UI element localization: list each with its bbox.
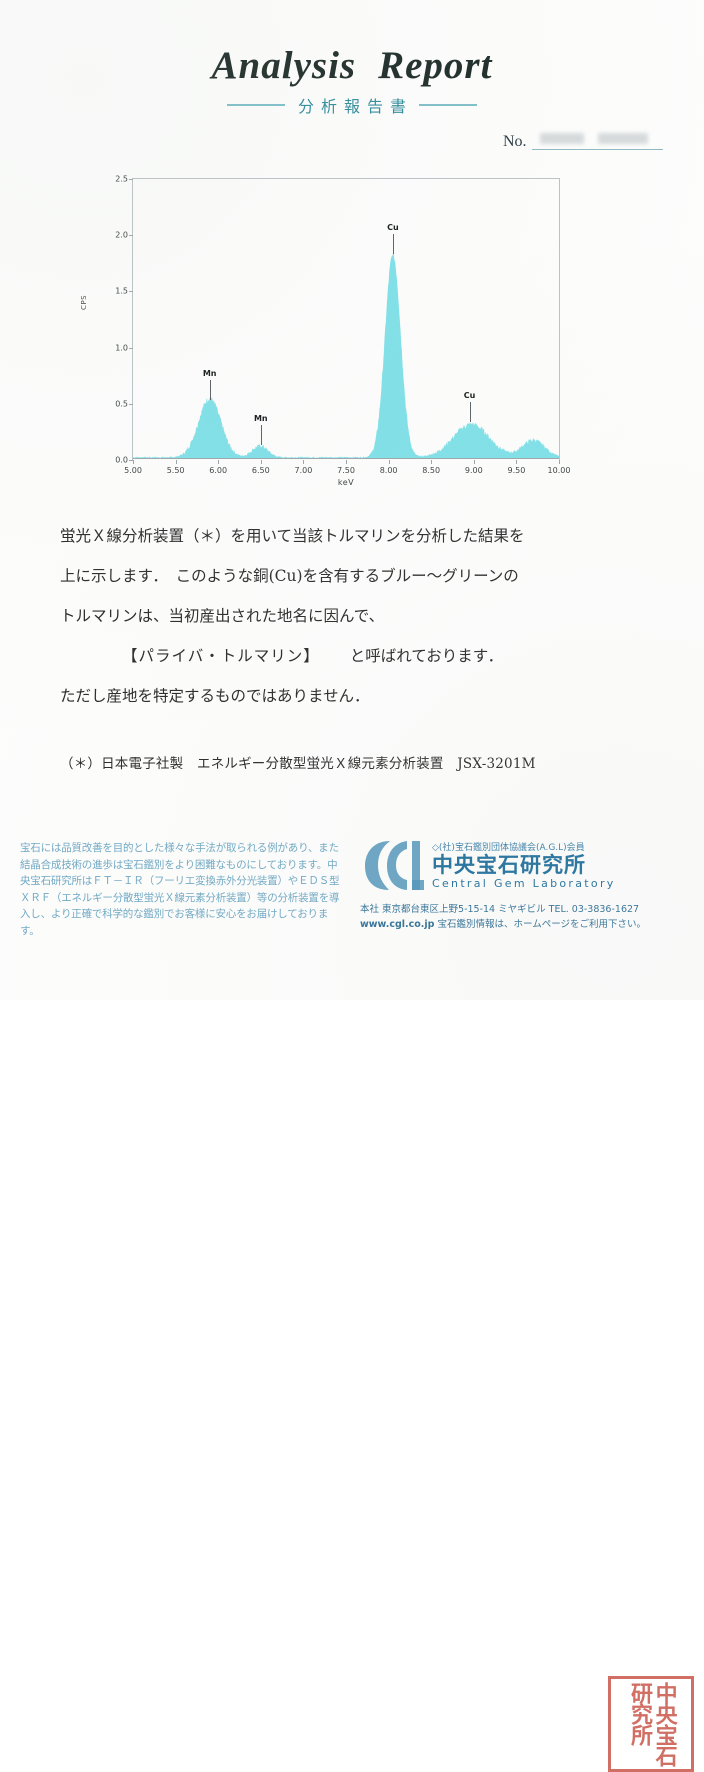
chart-x-tick: 9.00 [464, 466, 483, 475]
chart-y-tickmark [129, 347, 133, 349]
chart-x-axis-label: keV [337, 478, 355, 487]
chart-peak-label: Cu [463, 391, 476, 401]
report-number-value [531, 132, 663, 150]
body-line-2: 上に示します． このような銅(Cu)を含有するブルー〜グリーンの [60, 567, 519, 585]
chart-x-tick: 9.50 [507, 466, 526, 475]
chart-x-tick: 5.00 [124, 466, 142, 475]
body-line-4: 【パライバ・トルマリン】 と呼ばれております． [60, 636, 650, 676]
chart-peak-leader [469, 402, 471, 423]
body-line-3: トルマリンは、当初産出された地名に因んで、 [60, 607, 385, 625]
title-word-report: Report [378, 44, 493, 87]
subtitle-row: 分析報告書 [0, 93, 704, 117]
chart-peak-label: Cu [387, 223, 399, 233]
body-line-5: ただし産地を特定するものではありません． [60, 687, 370, 705]
chart-y-tick: 2.0 [115, 230, 128, 240]
chart-y-tick: 1.5 [115, 286, 128, 296]
report-body: 蛍光Ｘ線分析装置（＊）を用いて当該トルマリンを分析した結果を 上に示します． こ… [60, 516, 650, 716]
subtitle-japanese: 分析報告書 [297, 96, 413, 116]
lab-name-english: Central Gem Laboratory [432, 877, 616, 891]
lab-website-tail: 宝石鑑別情報は、ホームページをご利用下さい。 [437, 919, 647, 930]
cgl-logo-icon [360, 836, 426, 894]
footer-disclaimer: 宝石には品質改善を目的とした様々な手法が取られる例があり、また結晶合成技術の進歩… [20, 842, 340, 937]
subtitle-rule-right [419, 103, 477, 106]
chart-y-tickmark [129, 179, 133, 180]
chart-x-tickmark [388, 460, 390, 464]
body-line-1: 蛍光Ｘ線分析装置（＊）を用いて当該トルマリンを分析した結果を [60, 527, 525, 545]
chart-y-tickmark [129, 460, 133, 461]
chart-x-tickmark [303, 460, 305, 464]
agl-diamond-icon: ◇ [432, 842, 439, 853]
lab-website[interactable]: www.cgl.co.jp [360, 919, 435, 930]
chart-x-tick: 5.50 [166, 466, 185, 475]
xrf-spectrum-chart: CPS 0.0 0.5 1.0 1.5 2.0 2.5 5.00 5.50 6.00 6.50 7.… [78, 172, 578, 492]
chart-peak-leader [260, 424, 262, 445]
lab-identity-block: ◇(社)宝石鑑別団体協議会(A.G.L)会員 中央宝石研究所 Central G… [360, 836, 690, 932]
chart-x-tickmark [346, 460, 347, 464]
chart-x-tick: 8.50 [422, 466, 441, 475]
chart-x-tick: 7.50 [337, 466, 355, 475]
chart-peak-label: Mn [253, 413, 268, 423]
redacted-number [539, 133, 650, 144]
paraiba-tail: と呼ばれております． [349, 647, 504, 665]
chart-y-axis-label: CPS [80, 294, 88, 310]
report-number-field: No. [503, 132, 663, 150]
spectrum-trace [133, 252, 559, 459]
spectrum-area [133, 252, 559, 459]
report-number-label: No. [503, 133, 527, 150]
official-seal-stamp: 中央宝石研究所 [608, 1676, 694, 1772]
chart-peak-leader [392, 234, 394, 255]
chart-x-tick: 8.00 [379, 466, 398, 475]
chart-peak-leader [209, 380, 211, 400]
lab-name-japanese: 中央宝石研究所 [432, 852, 586, 877]
lab-address-block: 本社 東京都台東区上野5-15-14 ミヤギビル TEL. 03-3836-16… [360, 902, 690, 932]
subtitle-rule-left [226, 103, 285, 106]
chart-x-tickmark [431, 460, 433, 464]
title-word-analysis: Analysis [211, 44, 357, 87]
chart-x-tickmark [473, 460, 475, 464]
chart-y-tick: 2.5 [115, 174, 128, 184]
chart-x-tickmark [260, 460, 262, 464]
chart-y-tick: 0.5 [115, 399, 128, 409]
instrument-note: （＊）日本電子社製 エネルギー分散型蛍光Ｘ線元素分析装置 JSX-3201M [60, 756, 536, 772]
chart-x-tick: 6.50 [251, 466, 270, 475]
chart-y-tickmark [129, 235, 133, 237]
chart-x-tickmark [559, 460, 560, 464]
chart-y-tick: 1.0 [115, 343, 128, 353]
chart-peak-label: Mn [202, 369, 217, 378]
chart-x-tick: 6.00 [209, 466, 228, 475]
chart-x-tickmark [133, 460, 134, 464]
chart-x-tickmark [218, 460, 220, 464]
chart-y-tickmark [129, 291, 133, 293]
chart-y-tick: 0.0 [115, 455, 128, 465]
page-title: Analysis Report [0, 44, 704, 87]
chart-x-tick: 7.00 [294, 466, 313, 475]
agl-membership-line: ◇(社)宝石鑑別団体協議会(A.G.L)会員 [432, 840, 616, 853]
paraiba-term: 【パライバ・トルマリン】 [122, 647, 320, 665]
agl-membership-text: (社)宝石鑑別団体協議会(A.G.L)会員 [438, 842, 585, 853]
chart-y-tickmark [129, 403, 133, 405]
chart-x-tick: 10.00 [547, 466, 571, 475]
report-header: Analysis Report 分析報告書 [0, 44, 704, 117]
lab-address: 本社 東京都台東区上野5-15-14 ミヤギビル TEL. 03-3836-16… [360, 904, 640, 915]
chart-x-tickmark [175, 460, 177, 464]
report-footer: 宝石には品質改善を目的とした様々な手法が取られる例があり、また結晶合成技術の進歩… [0, 828, 704, 1772]
chart-plot-area: 0.0 0.5 1.0 1.5 2.0 2.5 5.00 5.50 6.00 6.50 7.00 7.… [115, 175, 570, 476]
chart-x-tickmark [516, 460, 518, 464]
